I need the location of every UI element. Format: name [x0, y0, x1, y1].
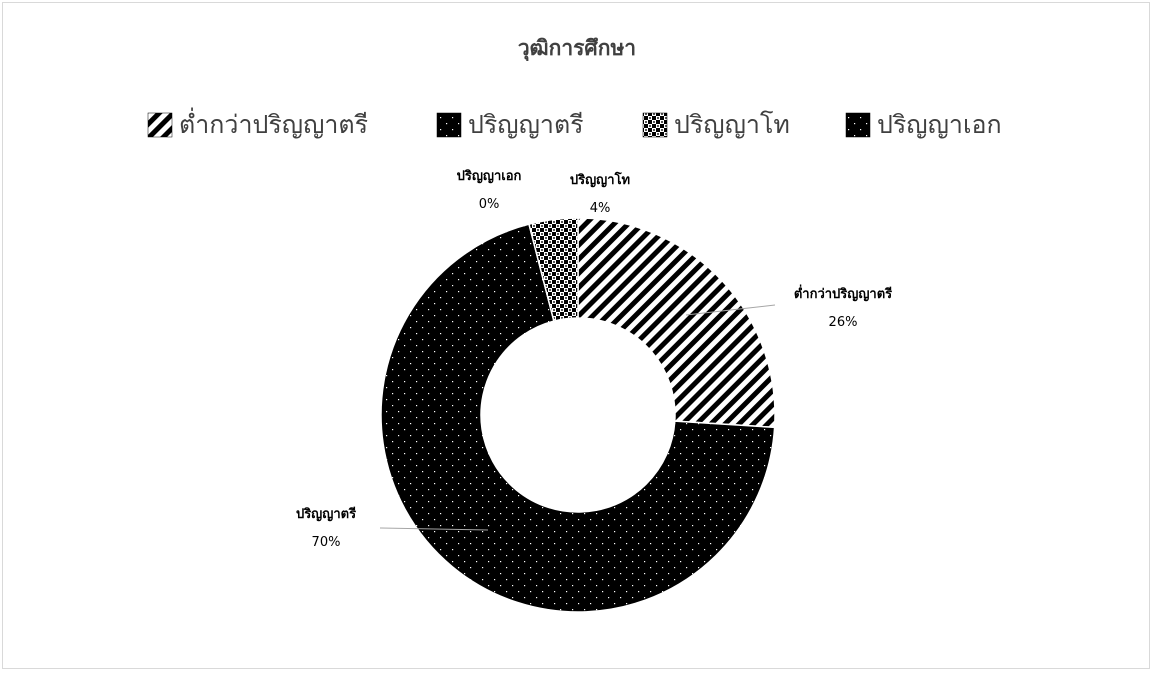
legend-swatch-2 — [436, 112, 462, 138]
legend-label-3: ปริญญาโท — [674, 110, 790, 139]
legend-item-2: ปริญญาตรี — [436, 110, 584, 139]
legend-label-4: ปริญญาเอก — [877, 110, 1002, 139]
legend-swatch-1 — [147, 112, 173, 138]
data-label-1: ต่ำกว่าปริญญาตรี 26% — [685, 284, 892, 330]
data-label-value-1: 26% — [829, 315, 858, 330]
legend-label-2: ปริญญาตรี — [468, 110, 584, 139]
leader-line-1 — [685, 304, 776, 316]
legend-swatch-3 — [642, 112, 668, 138]
data-label-name-2: ปริญญาตรี — [296, 506, 356, 522]
data-label-value-4: 0% — [479, 197, 500, 212]
legend-swatch-4 — [845, 112, 871, 138]
legend-label-1: ต่ำกว่าปริญญาตรี — [179, 107, 368, 139]
data-label-3: ปริญญาโท 4% — [570, 171, 630, 216]
leader-line-2 — [379, 527, 489, 531]
legend: ต่ำกว่าปริญญาตรี ปริญญาตรี ปริญญาโท ปริญญาเ… — [147, 107, 1002, 139]
data-label-value-2: 70% — [312, 535, 341, 550]
donut-slices — [380, 217, 776, 613]
data-label-name-4: ปริญญาเอก — [457, 169, 522, 184]
legend-item-4: ปริญญาเอก — [845, 110, 1002, 139]
data-label-name-3: ปริญญาโท — [570, 171, 630, 188]
data-label-value-3: 4% — [590, 201, 611, 216]
data-label-2: ปริญญาตรี 70% — [296, 506, 489, 550]
legend-item-1: ต่ำกว่าปริญญาตรี — [147, 107, 368, 139]
data-label-name-1: ต่ำกว่าปริญญาตรี — [794, 284, 892, 302]
donut-slice-2 — [380, 223, 776, 613]
data-label-4: ปริญญาเอก 0% — [457, 169, 522, 212]
legend-item-3: ปริญญาโท — [642, 110, 790, 139]
chart-title: วุฒิการศึกษา — [518, 36, 636, 62]
data-labels: ต่ำกว่าปริญญาตรี 26% ปริญญาตรี 70% ปริญญาโท 4… — [296, 169, 892, 550]
donut-slice-3 — [528, 217, 579, 322]
donut-slice-1 — [577, 217, 776, 429]
